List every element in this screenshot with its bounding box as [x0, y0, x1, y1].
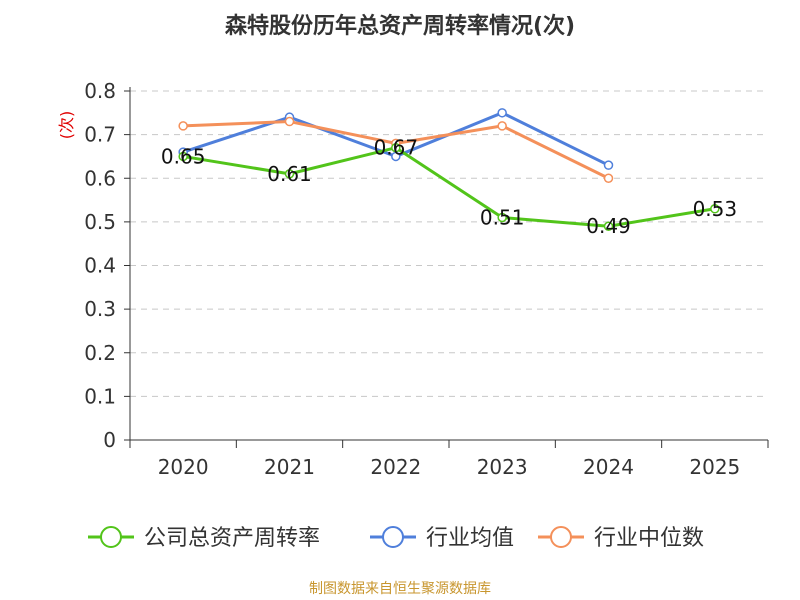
x-tick-label: 2020 — [158, 455, 209, 479]
x-tick-label: 2023 — [477, 455, 528, 479]
y-tick-label: 0.1 — [84, 384, 116, 408]
x-tick-label: 2025 — [689, 455, 740, 479]
y-tick-label: 0.4 — [84, 254, 116, 278]
data-point — [603, 173, 614, 183]
data-label: 0.61 — [267, 162, 312, 186]
legend-marker — [550, 526, 572, 548]
y-tick-label: 0.3 — [84, 297, 116, 321]
x-tick-label: 2021 — [264, 455, 315, 479]
y-tick-label: 0.2 — [84, 341, 116, 365]
series-lines — [182, 111, 716, 228]
data-label: 0.65 — [161, 144, 206, 168]
y-tick-label: 0 — [103, 428, 116, 452]
series-points — [178, 108, 720, 231]
data-point — [284, 116, 295, 127]
source-note: 制图数据来自恒生聚源数据库 — [309, 581, 491, 597]
data-label: 0.67 — [374, 136, 419, 160]
data-label: 0.49 — [586, 214, 631, 238]
y-tick-label: 0.5 — [84, 210, 116, 234]
legend-item: 行业中位数 — [538, 526, 704, 551]
legend-item: 行业均值 — [370, 526, 514, 551]
legend-marker — [100, 526, 122, 548]
data-point — [497, 121, 507, 131]
y-tick-labels: 0 0.1 0.2 0.3 0.4 0.5 0.6 0.7 0.8 — [84, 79, 116, 452]
chart-title: 森特股份历年总资产周转率情况(次) — [224, 14, 576, 39]
axes — [124, 87, 769, 448]
grid-lines — [130, 90, 768, 397]
y-tick-label: 0.8 — [84, 79, 116, 103]
x-tick-label: 2024 — [583, 455, 634, 479]
data-label: 0.51 — [480, 206, 525, 230]
data-point — [603, 160, 614, 170]
y-tick-label: 0.6 — [84, 166, 116, 190]
data-point — [497, 212, 507, 223]
x-tick-label: 2022 — [370, 455, 421, 479]
legend-label: 公司总资产周转率 — [144, 526, 320, 551]
data-labels: 0.65 0.61 0.67 0.51 0.49 0.53 — [161, 136, 737, 239]
data-point — [178, 121, 188, 131]
data-point — [497, 108, 507, 118]
series-line — [182, 146, 716, 228]
legend: 公司总资产周转率 行业均值 行业中位数 — [88, 526, 704, 551]
data-point — [710, 204, 720, 214]
legend-label: 行业中位数 — [594, 526, 704, 551]
data-point — [391, 142, 401, 153]
x-tick-labels: 2020 2021 2022 2023 2024 2025 — [158, 455, 741, 479]
data-point — [178, 151, 188, 162]
y-axis-label: (次) — [57, 111, 76, 140]
y-tick-label: 0.7 — [84, 123, 116, 147]
legend-marker — [382, 526, 404, 548]
data-point — [603, 221, 614, 231]
legend-label: 行业均值 — [426, 526, 514, 551]
legend-item: 公司总资产周转率 — [88, 526, 320, 551]
data-label: 0.53 — [693, 197, 738, 221]
data-point — [284, 169, 295, 179]
